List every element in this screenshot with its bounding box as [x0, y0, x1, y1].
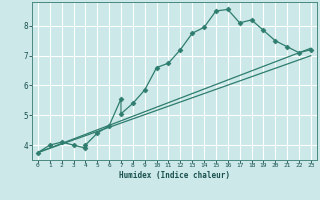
X-axis label: Humidex (Indice chaleur): Humidex (Indice chaleur)	[119, 171, 230, 180]
